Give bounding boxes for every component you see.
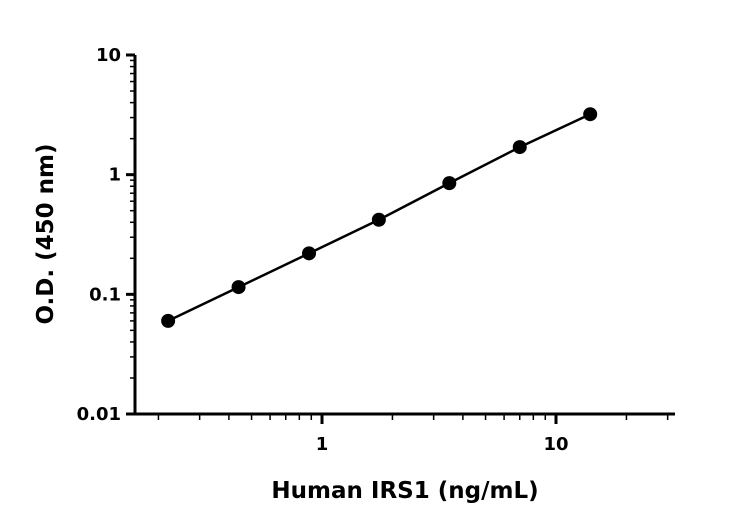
y-axis-title: O.D. (450 nm): [33, 143, 59, 324]
data-point: [371, 212, 386, 227]
data-point: [302, 246, 317, 261]
y-tick-label: 0.01: [77, 404, 121, 425]
data-point: [583, 107, 598, 122]
ticks: [126, 53, 669, 424]
x-axis-title: Human IRS1 (ng/mL): [271, 478, 538, 504]
y-tick-label: 10: [96, 45, 121, 66]
x-tick-label: 1: [316, 434, 329, 455]
axes: [133, 55, 675, 416]
data-point: [161, 313, 176, 328]
tick-labels: 0.01 0.1 1 10 1 10: [77, 45, 569, 455]
data-points: [161, 107, 598, 328]
data-point: [512, 140, 527, 155]
y-tick-label: 1: [108, 165, 121, 186]
data-point: [442, 176, 457, 191]
y-tick-label: 0.1: [89, 284, 121, 305]
data-point: [231, 280, 246, 295]
x-tick-label: 10: [543, 434, 568, 455]
